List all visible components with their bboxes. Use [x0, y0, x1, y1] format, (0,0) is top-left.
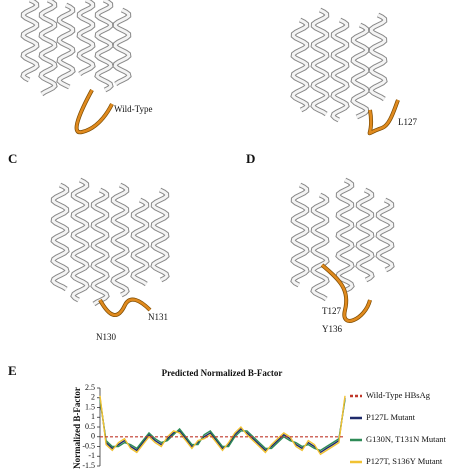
legend-label: P127T, S136Y Mutant: [366, 456, 443, 466]
y-axis-label: Normalized B-Factor: [72, 387, 82, 469]
y-tick-label: 1.5: [85, 402, 95, 411]
legend-label: P127L Mutant: [366, 412, 416, 422]
residue-label: T127: [322, 306, 341, 316]
series-line: [99, 395, 346, 456]
helix: [57, 3, 75, 89]
y-tick-label: 2: [91, 393, 95, 402]
loop: [75, 89, 114, 134]
helix: [21, 0, 39, 82]
helix: [331, 18, 349, 122]
helix: [91, 188, 109, 306]
y-tick-label: 2.5: [85, 383, 95, 392]
y-tick-label: 0: [91, 432, 95, 441]
y-tick-label: -0.5: [82, 441, 95, 450]
helix: [39, 0, 57, 96]
helix: [71, 178, 89, 302]
helix: [113, 8, 131, 86]
helix: [151, 188, 169, 282]
legend-label: Wild-Type HBsAg: [366, 390, 431, 400]
residue-label: N131: [148, 312, 168, 322]
y-tick-label: 0.5: [85, 422, 95, 431]
helix: [51, 183, 69, 291]
residue-label: L127: [398, 117, 417, 127]
y-tick-label: -1: [88, 451, 95, 460]
loop: [368, 99, 400, 135]
panel-label: D: [246, 151, 255, 166]
chart-title: Predicted Normalized B-Factor: [162, 368, 283, 378]
helix: [311, 193, 329, 301]
helix: [356, 188, 374, 282]
chart: 2.521.510.50-0.5-1-1.5 Wild-Type HBsAg P12…: [82, 383, 446, 470]
loop: [321, 264, 372, 323]
helix: [311, 8, 329, 116]
residue-label: Y136: [322, 324, 342, 334]
helix: [77, 0, 95, 76]
structures: [20, 0, 400, 323]
panel-label: C: [8, 151, 17, 166]
loop: [98, 298, 151, 317]
helix: [95, 0, 113, 92]
y-tick-label: -1.5: [82, 461, 95, 470]
helix: [291, 183, 309, 287]
y-tick-label: 1: [91, 412, 95, 421]
helix: [376, 198, 394, 272]
residue-label: Wild-Type: [114, 104, 153, 114]
helix: [336, 178, 354, 292]
legend-label: G130N, T131N Mutant: [366, 434, 447, 444]
helix: [369, 13, 387, 101]
helix: [351, 23, 369, 119]
panel-label: E: [8, 363, 17, 378]
helix: [111, 183, 129, 297]
helix: [131, 198, 149, 286]
residue-label: N130: [96, 332, 116, 342]
helix: [291, 18, 309, 112]
